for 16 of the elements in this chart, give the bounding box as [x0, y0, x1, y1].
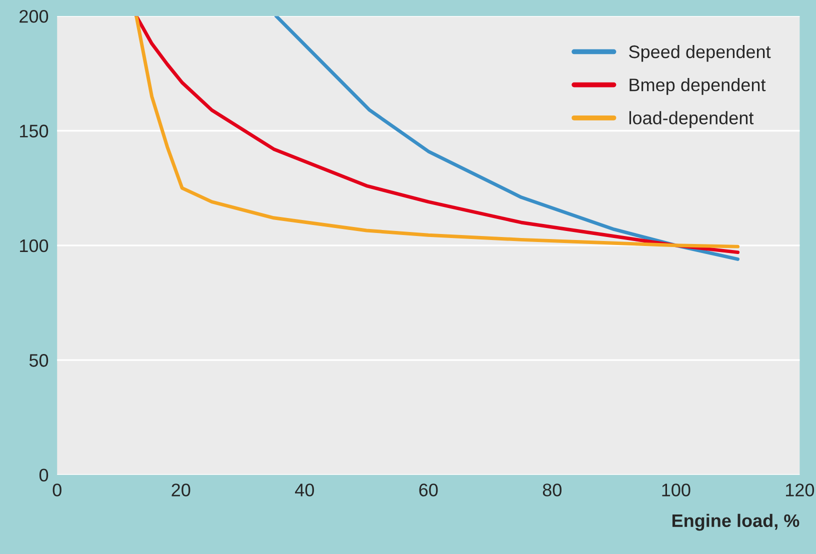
legend-label: Speed dependent	[629, 44, 771, 62]
legend-label: Bmep dependent	[630, 78, 766, 95]
x-tick-label: 100	[662, 484, 690, 496]
y-tick-label: 100	[20, 239, 48, 252]
x-tick-label: 120	[786, 484, 814, 496]
legend-label: load-dependent	[629, 111, 754, 128]
y-tick-label: 150	[20, 124, 48, 138]
x-tick-label: 60	[419, 484, 438, 496]
x-tick-label: 40	[295, 484, 314, 496]
y-tick-label: 200	[20, 10, 48, 23]
x-tick-label: 20	[172, 484, 190, 496]
x-tick-label: 80	[542, 484, 562, 496]
y-tick-label: 0	[39, 468, 48, 482]
x-tick-label: 0	[52, 484, 62, 496]
y-tick-label: 50	[29, 354, 48, 367]
x-axis-title: Engine load, %	[672, 514, 800, 531]
